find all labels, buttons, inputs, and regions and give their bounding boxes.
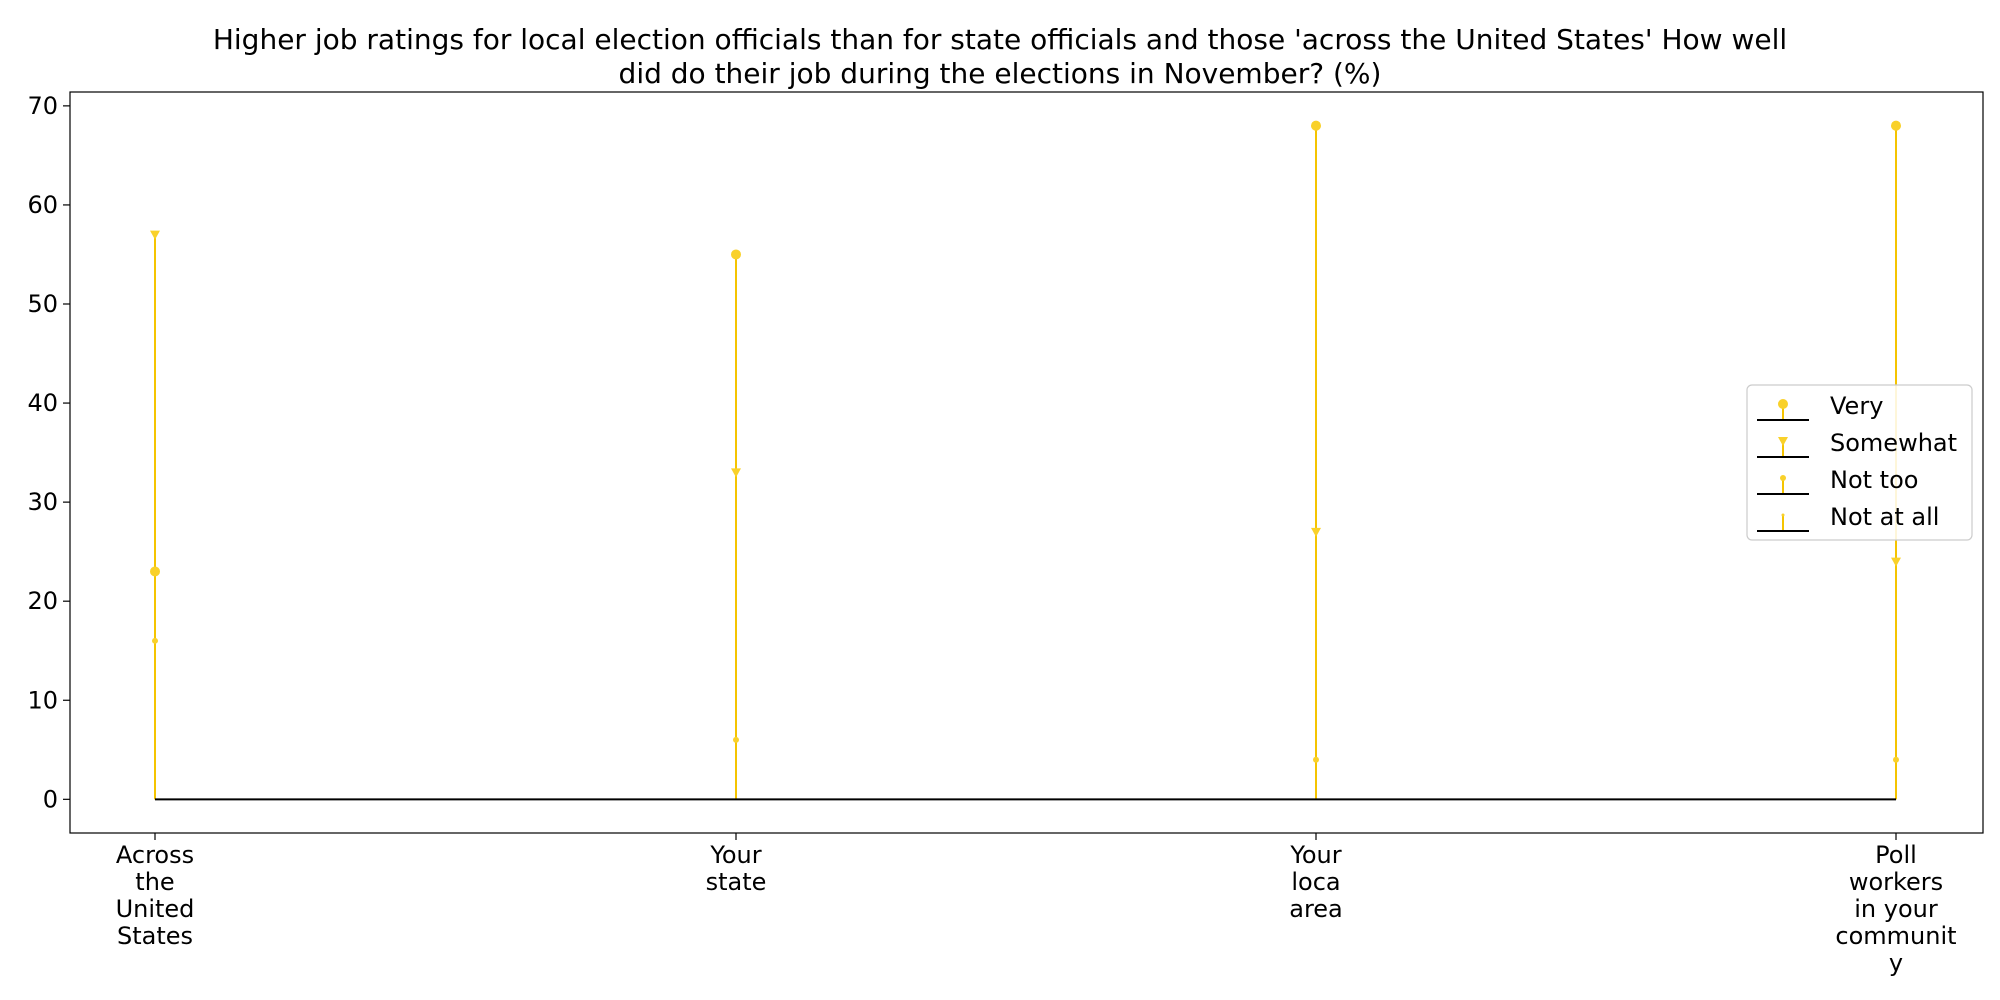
x-tick-label-line: loca [1291,868,1340,896]
x-tick-label-line: y [1889,949,1903,977]
x-tick-label-line: States [117,922,193,950]
data-point-very [1891,120,1901,131]
legend-marker [1781,513,1785,517]
x-tick-label: Your state [706,841,767,896]
x-tick-label-line: workers [1849,868,1943,896]
y-tick-label: 0 [43,785,58,813]
x-tick-label-line: Your [1289,841,1341,869]
plot-area-frame [69,91,1984,834]
x-tick-label-line: in your [1854,895,1938,923]
data-point-not-too [733,736,739,743]
x-tick-label-line: Your [709,841,761,869]
x-tick-label-line: area [1289,895,1343,923]
data-point-very [1311,120,1321,131]
data-point-somewhat [1891,557,1901,567]
y-tick-label: 70 [27,92,58,120]
y-tick-label: 30 [27,488,58,516]
chart-title-line-1: Higher job ratings for local election of… [213,23,1787,56]
y-axis: 0 10 20 30 40 50 60 70 [27,92,70,813]
y-tick-label: 60 [27,191,58,219]
y-tick-label: 50 [27,290,58,318]
legend-label: Not too [1830,466,1918,494]
x-tick-label: Across the United States [116,841,195,950]
x-tick-label-line: United [116,895,195,923]
legend-marker [1778,437,1788,446]
data-point-somewhat [1311,527,1321,537]
x-tick-label: Poll workers in your communit y [1835,841,1956,977]
x-tick-label-line: Across [116,841,194,869]
x-tick-label-line: state [706,868,767,896]
data-point-not-too [1893,756,1899,763]
legend: Very Somewhat Not too Not at all [1746,384,1973,541]
legend-entry: Not too [1757,466,1918,495]
legend-marker [1780,475,1786,481]
legend-entry: Very [1757,392,1883,421]
data-point-not-too [152,637,158,644]
legend-marker [1778,399,1788,409]
x-tick-label-line: Poll [1875,841,1917,869]
legend-label: Very [1830,392,1883,420]
legend-label: Not at all [1830,503,1939,531]
chart-title-line-2: did do their job during the elections in… [619,57,1382,90]
data-point-somewhat [731,468,741,478]
data-point-very [731,249,741,260]
legend-entry: Somewhat [1757,429,1957,458]
x-tick-label: Your loca area [1289,841,1343,923]
data-point-very [150,566,160,577]
y-tick-label: 10 [27,686,58,714]
legend-frame [1746,384,1973,541]
x-tick-label-line: communit [1835,922,1956,950]
plot-marks [150,120,1901,801]
data-point-somewhat [150,230,160,240]
legend-entry: Not at all [1757,503,1939,532]
y-tick-label: 20 [27,587,58,615]
y-tick-label: 40 [27,389,58,417]
x-tick-label-line: the [135,868,174,896]
data-point-not-too [1313,756,1319,763]
legend-label: Somewhat [1830,429,1957,457]
